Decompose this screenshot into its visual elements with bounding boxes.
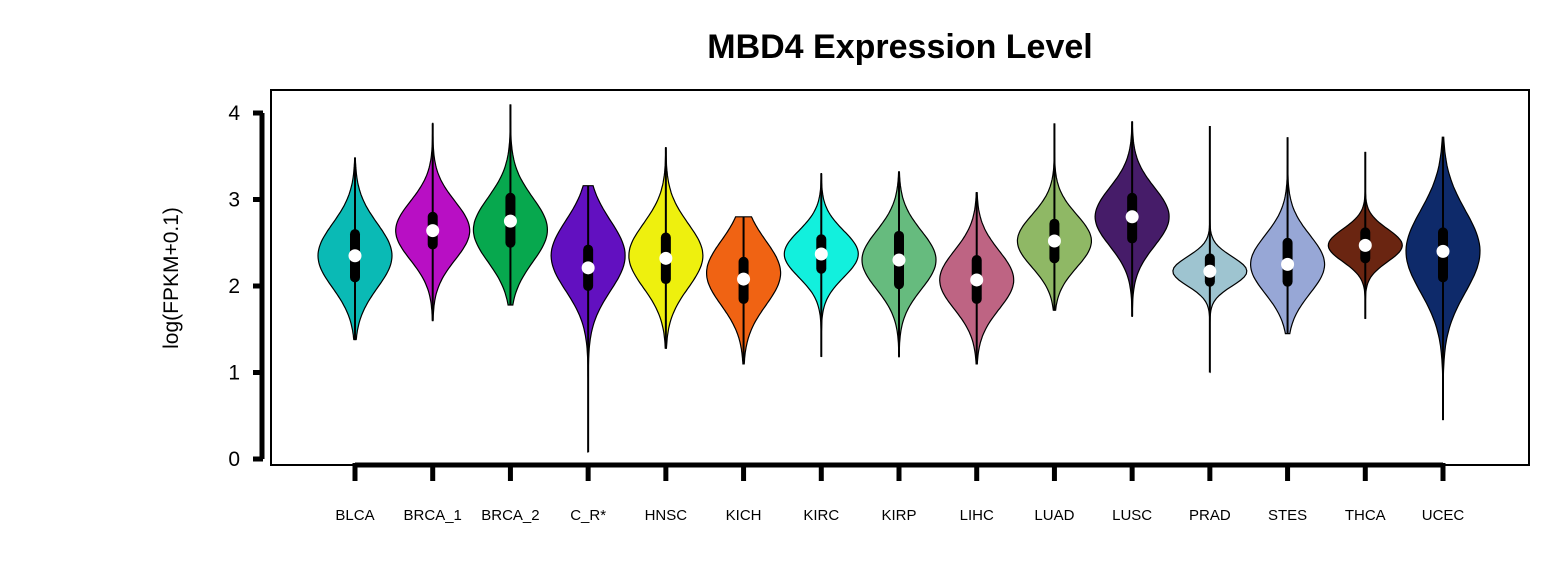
y-tick-label: 0 bbox=[228, 448, 240, 471]
x-tick-label: STES bbox=[1268, 507, 1307, 524]
y-tick-label: 2 bbox=[228, 275, 240, 298]
x-tick-label: LIHC bbox=[960, 507, 994, 524]
x-tick-label: C_R* bbox=[570, 507, 606, 524]
violin-median-point bbox=[581, 261, 595, 275]
x-tick-label: LUAD bbox=[1034, 507, 1074, 524]
violin-median-point bbox=[892, 253, 906, 267]
y-tick-label: 4 bbox=[228, 102, 240, 125]
violin-median-point bbox=[737, 272, 751, 286]
violin-median-point bbox=[1203, 264, 1217, 278]
x-axis: BLCA BRCA_1 BRCA_2 C_R* HNSC KICH KIRC KIRP LIHC… bbox=[335, 462, 1465, 524]
violin-median-point bbox=[814, 247, 828, 261]
violin-median-point bbox=[503, 214, 517, 228]
x-tick-label: THCA bbox=[1345, 507, 1386, 524]
x-tick-label: UCEC bbox=[1422, 507, 1465, 524]
violin-median-point bbox=[1125, 210, 1139, 224]
violin-median-point bbox=[348, 249, 362, 263]
y-axis-label: log(FPKM+0.1) bbox=[160, 207, 183, 349]
chart-title: MBD4 Expression Level bbox=[707, 28, 1092, 66]
x-tick-label: LUSC bbox=[1112, 507, 1152, 524]
y-tick-label: 3 bbox=[228, 189, 240, 212]
violin-median-point bbox=[659, 251, 673, 265]
violins bbox=[317, 104, 1481, 454]
violin-median-point bbox=[1281, 257, 1295, 271]
x-tick-label: HNSC bbox=[645, 507, 688, 524]
x-tick-label: BRCA_2 bbox=[481, 507, 539, 524]
y-tick-label: 1 bbox=[228, 362, 240, 385]
y-axis: 0 1 2 3 4 bbox=[228, 102, 265, 471]
violin-median-point bbox=[1358, 238, 1372, 252]
violin-median-point bbox=[970, 273, 984, 287]
x-tick-label: KICH bbox=[726, 507, 762, 524]
x-tick-label: PRAD bbox=[1189, 507, 1231, 524]
x-tick-label: BRCA_1 bbox=[404, 507, 462, 524]
violin-median-point bbox=[1436, 244, 1450, 258]
x-tick-label: BLCA bbox=[335, 507, 374, 524]
violin-median-point bbox=[1047, 234, 1061, 248]
x-tick-label: KIRC bbox=[803, 507, 839, 524]
violin-median-point bbox=[426, 224, 440, 238]
x-tick-label: KIRP bbox=[881, 507, 916, 524]
